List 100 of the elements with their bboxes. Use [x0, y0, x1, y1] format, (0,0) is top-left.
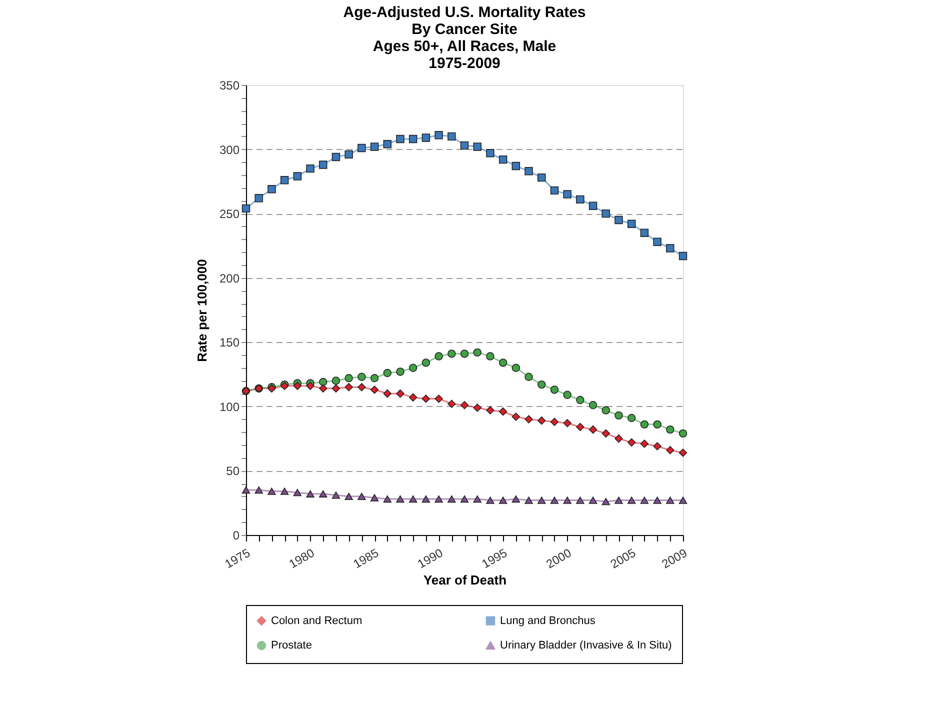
point — [614, 411, 623, 420]
point — [524, 415, 533, 424]
point — [242, 204, 250, 213]
point — [344, 492, 353, 500]
point — [614, 496, 623, 504]
y-tick-label: 300 — [219, 142, 240, 157]
point — [473, 142, 482, 151]
y-tick-label: 50 — [226, 464, 240, 478]
y-tick-label: 100 — [219, 400, 240, 414]
point — [332, 376, 340, 385]
point — [358, 372, 366, 381]
point — [280, 488, 289, 495]
point — [460, 401, 469, 410]
point — [293, 382, 302, 390]
point — [254, 194, 263, 202]
point — [576, 195, 584, 204]
point — [602, 429, 610, 438]
point — [588, 425, 598, 434]
point — [268, 185, 276, 194]
point — [306, 382, 314, 390]
point — [396, 368, 404, 376]
point — [358, 492, 366, 500]
y-tick-label: 250 — [219, 207, 240, 222]
point — [422, 134, 430, 142]
point — [614, 434, 623, 443]
x-tick-label: 2000 — [544, 546, 574, 572]
x-tick-label: 1995 — [479, 546, 510, 572]
point — [408, 393, 418, 402]
point — [627, 220, 636, 228]
point — [358, 144, 366, 152]
point — [332, 384, 340, 393]
x-tick-label: 1975 — [222, 546, 253, 572]
point — [408, 364, 418, 372]
point — [396, 495, 404, 503]
point — [396, 389, 404, 398]
x-tick-label: 2005 — [608, 546, 638, 572]
point — [653, 420, 662, 429]
point — [422, 495, 430, 503]
point — [550, 386, 559, 394]
point — [524, 167, 533, 176]
point — [512, 162, 520, 170]
point — [434, 352, 443, 360]
point — [448, 132, 456, 141]
point — [486, 406, 494, 414]
y-axis-title: Rate per 100,000 — [194, 259, 210, 362]
point — [498, 496, 508, 504]
point — [383, 389, 392, 398]
legend-label: Prostate — [271, 640, 312, 652]
point — [524, 372, 533, 381]
point — [563, 419, 572, 428]
point — [627, 438, 636, 447]
y-tick-label: 350 — [219, 78, 240, 92]
point — [383, 140, 392, 148]
point — [588, 401, 598, 410]
point — [422, 394, 430, 403]
point — [524, 496, 533, 504]
legend-label: Urinary Bladder (Invasive & In Situ) — [500, 640, 672, 652]
point — [498, 155, 508, 164]
y-tick-label: 150 — [219, 336, 240, 350]
point — [358, 383, 366, 392]
point — [678, 448, 688, 457]
point — [550, 496, 559, 504]
point — [588, 202, 598, 210]
chart-title: Age-Adjusted U.S. Mortality Rates By Cancer Site Ages 50+, All Races, Male 1975-2009 — [343, 4, 586, 72]
point — [678, 252, 688, 260]
x-tick-label: 1985 — [350, 546, 382, 572]
legend-label: Lung and Bronchus — [500, 614, 596, 627]
point — [653, 238, 662, 246]
point — [640, 228, 649, 237]
point — [434, 131, 443, 140]
point — [538, 416, 546, 425]
point — [563, 496, 572, 504]
y-tick-label: 0 — [232, 528, 240, 542]
point — [538, 496, 546, 504]
point — [602, 498, 610, 506]
point — [473, 404, 482, 412]
point — [422, 358, 430, 367]
point — [370, 386, 379, 394]
point — [434, 394, 443, 403]
point — [627, 414, 636, 422]
point — [653, 496, 662, 504]
x-axis-title: Year of Death — [423, 572, 507, 588]
point — [242, 486, 250, 494]
point — [448, 495, 456, 503]
x-tick-label: 1990 — [415, 546, 446, 572]
point — [332, 492, 340, 499]
point — [448, 400, 456, 408]
point — [383, 495, 392, 503]
point — [498, 407, 508, 416]
point — [538, 380, 546, 389]
point — [512, 495, 520, 503]
point — [408, 134, 418, 144]
point — [306, 164, 314, 173]
point — [563, 190, 572, 198]
point — [666, 425, 674, 434]
point — [344, 374, 353, 382]
point — [486, 352, 494, 360]
point — [293, 172, 302, 180]
point — [666, 446, 674, 454]
point — [602, 209, 610, 218]
